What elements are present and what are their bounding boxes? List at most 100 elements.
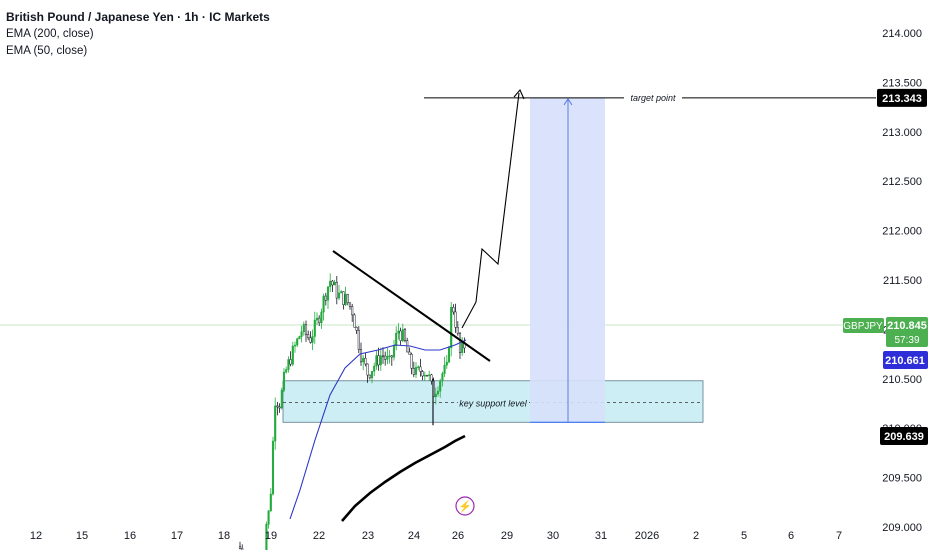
candle-body [333,282,336,286]
candle-body [324,295,327,301]
candle-body [282,371,286,391]
candle-body [320,311,323,324]
candle-body [375,355,378,367]
symbol-title: British Pound / Japanese Yen · 1h · IC M… [6,10,270,24]
candle-body [265,523,268,550]
candle-body [285,369,288,373]
candle-body [351,306,354,316]
candle-body [421,371,424,377]
ema200-price-text: 209.639 [884,431,924,443]
y-tick-label: 212.000 [882,226,922,238]
candle-body [342,291,345,306]
candle-body [373,365,376,372]
x-tick-label: 23 [362,530,374,542]
candle-body [412,368,415,375]
candle-body [276,405,279,408]
x-tick-label: 12 [30,530,42,542]
ema200-price-tag [880,427,928,445]
ema200-legend[interactable]: EMA (200, close) [6,28,94,40]
candle-body [300,331,303,337]
candle-body [267,510,270,525]
candle-body [344,294,347,306]
x-tick-label: 19 [265,530,277,542]
candle-body [456,327,459,334]
x-tick-label: 16 [124,530,136,542]
candle-body [395,332,398,347]
candle-body [450,307,453,349]
candle-body [379,355,382,366]
candle-body [428,374,431,377]
symbol-tag-text: GBPJPY [843,321,883,332]
candle-body [366,363,369,376]
candle-body [384,355,387,360]
candle-body [296,338,299,346]
y-tick-label: 209.000 [882,522,922,534]
target-price-tag [877,88,927,107]
candle-body [329,280,332,288]
candle-body [397,330,400,334]
candle-body [386,355,389,360]
x-tick-label: 15 [76,530,88,542]
candle-body [381,355,385,358]
candle-body [291,345,294,365]
x-tick-label: 26 [452,530,464,542]
candle-body [348,302,352,307]
candle-body [419,366,422,372]
support-label-bg [458,395,528,410]
y-tick-label: 211.500 [883,275,922,287]
candle-body [311,336,314,343]
ema50-legend[interactable]: EMA (50, close) [6,45,88,57]
lightning-badge[interactable] [455,496,475,516]
candle-body [331,280,334,286]
y-tick-label: 213.500 [882,77,922,89]
candle-body [287,359,290,370]
candle-body [359,349,363,363]
candle-body [368,374,371,379]
target-point-label: target point [630,93,676,103]
candle-body [461,342,464,353]
ema50-price-text: 210.661 [885,355,925,367]
candle-body [280,389,283,409]
candle-body [304,324,308,335]
candle-body [443,364,446,374]
candle-body [269,493,272,512]
ema50-line [289,339,467,520]
projected-path[interactable] [461,92,520,329]
candle-body [357,330,360,350]
candle-body [430,374,433,382]
candle-body [445,361,448,366]
descending-trendline[interactable] [332,250,491,362]
candle-body [346,294,349,304]
candle-body [353,314,356,328]
candle-body [388,355,391,357]
x-tick-label: 24 [408,530,420,542]
candle-body [322,295,325,313]
candle-body [337,292,341,299]
candle-body [439,380,442,392]
projected-path-arrow [513,88,525,100]
candle-body [362,357,365,363]
target-price-text: 213.343 [882,93,922,105]
candle-body [390,355,393,358]
candle-body [318,317,321,324]
candle-body [355,326,358,331]
candle-body [447,347,451,363]
last-price-tag [886,317,928,347]
candle-body [364,357,367,365]
candle-body [401,329,404,342]
x-tick-label: 5 [741,530,747,542]
symbol-tag [843,318,884,333]
candle-body [307,334,310,339]
key-support-label: key support level [459,399,528,409]
x-tick-label: 2 [693,530,699,542]
y-tick-label: 213.000 [882,127,922,139]
x-tick-label: 18 [218,530,230,542]
candle-body [278,406,281,409]
candle-body [377,355,380,366]
x-tick-label: 31 [595,530,607,542]
candle-body [298,336,301,340]
y-tick-label: 212.500 [882,176,922,188]
target-arrow-head [563,98,573,106]
candle-body [399,330,402,342]
